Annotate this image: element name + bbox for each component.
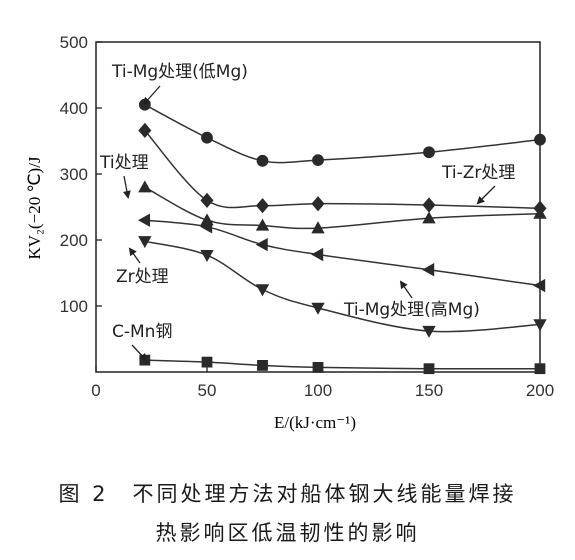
annotation-label: Zr处理: [116, 267, 169, 287]
data-point-triangle-left: [533, 278, 546, 293]
data-point-square: [312, 361, 324, 373]
data-point-square: [139, 354, 151, 366]
series-line-2: [144, 186, 541, 230]
x-axis-label: E/(kJ·cm⁻¹): [274, 413, 356, 432]
axes: 0 50 100 150 200 100 200 300 400 500: [60, 33, 555, 400]
data-point-triangle-left: [138, 213, 151, 227]
data-point-triangle-down: [255, 284, 270, 297]
y-tick-label: 500: [60, 33, 88, 52]
data-point-triangle-left: [422, 263, 435, 277]
data-point-triangle-down: [533, 319, 547, 332]
data-point-triangle-up: [138, 180, 152, 193]
data-point-circle: [138, 98, 151, 111]
data-point-triangle-up: [422, 211, 436, 224]
data-point-triangle-down: [422, 325, 436, 338]
annotations: Ti-Mg处理(低Mg) Ti-Zr处理 Ti处理 Zr处理 Ti-Mg处理(高Mg) C…: [99, 62, 515, 362]
data-point-square: [201, 356, 213, 368]
x-tick-label: 150: [415, 381, 443, 400]
annotation-arrow: [122, 175, 131, 199]
annotation-label: C-Mn钢: [112, 322, 172, 342]
data-point-triangle-up: [533, 206, 547, 219]
data-point-circle: [256, 154, 269, 167]
x-tick-label: 100: [304, 381, 332, 400]
y-tick-label: 400: [60, 99, 88, 118]
data-point-circle: [312, 154, 324, 167]
data-point-triangle-down: [138, 236, 152, 249]
data-point-triangle-left: [200, 220, 213, 234]
data-point-triangle-left: [255, 237, 268, 252]
annotation-label: Ti处理: [99, 153, 149, 173]
data-point-diamond: [422, 197, 436, 213]
annotation-arrow: [142, 85, 161, 106]
chart-svg: 0 50 100 150 200 100 200 300 400 500 Ti-Mg处理(低Mg)…: [25, 33, 555, 432]
x-tick-label: 200: [526, 381, 554, 400]
data-point-triangle-down: [200, 249, 214, 263]
data-point-diamond: [255, 198, 270, 214]
y-tick-label: 300: [60, 165, 88, 184]
data-point-square: [534, 363, 546, 375]
y-tick-label: 200: [60, 231, 88, 250]
data-point-circle: [534, 133, 546, 146]
data-point-triangle-down: [311, 302, 325, 315]
y-tick-label: 100: [60, 297, 88, 316]
series-curves: [144, 104, 541, 370]
y-axis-label: KV₂(−20 ℃)/J: [25, 156, 44, 259]
annotation-arrow: [476, 185, 496, 205]
data-point-circle: [201, 131, 213, 144]
series-line-1: [144, 129, 541, 210]
data-point-diamond: [138, 122, 152, 139]
annotation-label: Ti-Zr处理: [441, 163, 515, 183]
annotation-arrow: [131, 344, 148, 362]
data-point-circle: [423, 146, 435, 159]
series-markers: [138, 98, 547, 375]
annotation-label: Ti-Mg处理(低Mg): [111, 62, 248, 82]
data-point-diamond: [311, 196, 325, 212]
figure-caption-line-2: 热影响区低温韧性的影响: [155, 521, 420, 545]
x-tick-label: 50: [198, 381, 217, 400]
data-point-square: [257, 359, 268, 371]
data-point-triangle-left: [311, 247, 324, 262]
data-point-diamond: [200, 192, 214, 209]
annotation-label: Ti-Mg处理(高Mg): [343, 300, 480, 320]
data-point-triangle-up: [255, 218, 270, 231]
annotation-arrow: [128, 247, 141, 264]
data-point-triangle-up: [311, 221, 325, 234]
annotation-arrow: [399, 280, 413, 299]
data-point-square: [423, 363, 435, 375]
x-tick-label: 0: [91, 381, 100, 400]
figure-caption-line-1: 图 2 不同处理方法对船体钢大线能量焊接: [58, 482, 517, 506]
